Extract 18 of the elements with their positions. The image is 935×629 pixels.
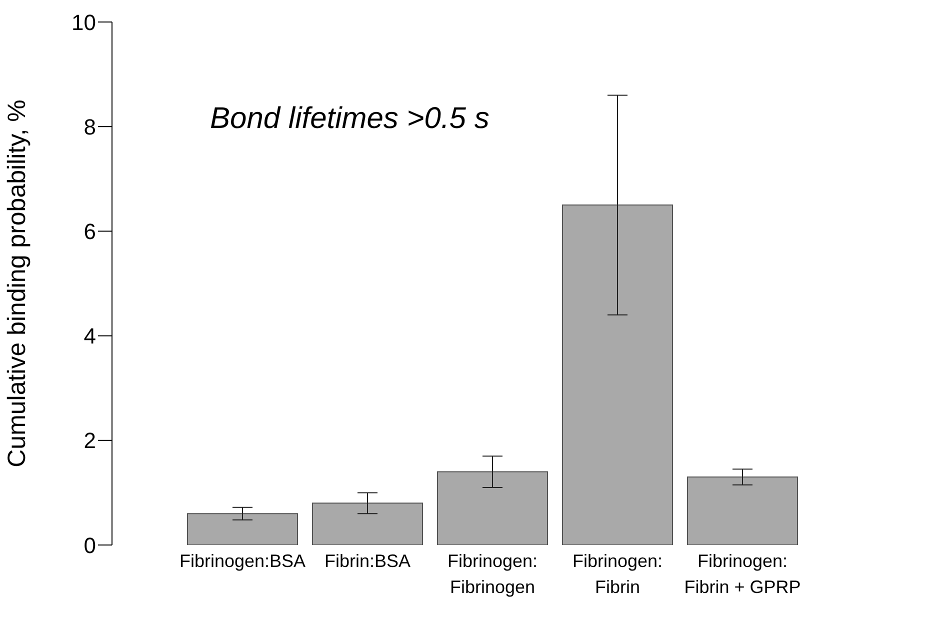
x-tick-label: Fibrinogen: Fibrinogen — [447, 551, 538, 597]
bar — [437, 471, 548, 545]
x-tick-label: Fibrinogen: Fibrin — [572, 551, 663, 597]
y-tick-label: 2 — [84, 428, 96, 454]
annotation: Bond lifetimes >0.5 s — [210, 102, 490, 136]
y-tick-label: 0 — [84, 532, 96, 558]
bar — [687, 476, 798, 545]
bar — [187, 513, 298, 545]
y-tick-label: 10 — [72, 10, 96, 35]
y-tick-label: 4 — [84, 324, 96, 349]
x-tick-label: Fibrin:BSA — [324, 551, 411, 571]
x-tick-label: Fibrinogen: Fibrin + GPRP — [684, 551, 801, 597]
bar — [312, 502, 423, 545]
y-tick-label: 8 — [84, 114, 96, 140]
x-tick-label: Fibrinogen:BSA — [179, 551, 306, 571]
y-tick-label: 6 — [84, 219, 96, 244]
bar — [562, 204, 673, 545]
y-axis-title: Cumulative binding probability, % — [2, 100, 31, 468]
